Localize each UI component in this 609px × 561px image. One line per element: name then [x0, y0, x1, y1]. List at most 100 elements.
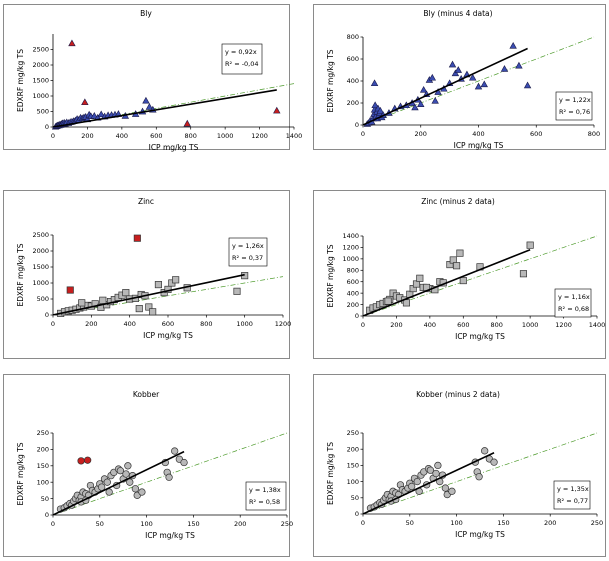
chart-6: Kobber (minus 2 data) 0 50 100 150 200 250 0 50 1… — [326, 390, 603, 539]
data-point — [432, 469, 440, 478]
y-tick-label: 0 — [45, 511, 49, 519]
regression-equation: y = 1,35x — [557, 485, 589, 493]
data-point — [453, 262, 461, 270]
x-tick-label: 100 — [140, 520, 152, 528]
data-point — [370, 79, 379, 87]
y-tick-label: 800 — [347, 266, 359, 274]
chart-panel-zinc-minus-2 — [313, 190, 606, 359]
x-tick-label: 600 — [457, 321, 469, 329]
equation-box — [245, 481, 287, 511]
chart-title: Kobber (minus 2 data) — [416, 390, 500, 399]
data-point — [481, 447, 489, 455]
x-tick-label: 0 — [361, 130, 365, 138]
data-point — [154, 281, 162, 289]
y-tick-label: 600 — [347, 278, 359, 286]
x-tick-label: 150 — [187, 520, 199, 528]
chart-5: Kobber 0 50 100 150 200 250 0 50 100 150 200 250 ICP … — [16, 390, 293, 540]
data-point — [413, 477, 421, 486]
reference-line-1to1 — [53, 276, 284, 315]
x-axis-label: ICP mg/kg TS — [143, 331, 193, 340]
x-tick-label: 0 — [361, 519, 365, 527]
regression-equation: y = 1,22x — [559, 96, 591, 104]
data-point — [97, 110, 105, 118]
data-point — [98, 483, 106, 491]
x-tick-label: 50 — [406, 519, 414, 527]
x-tick-label: 200 — [390, 321, 402, 329]
data-point — [99, 296, 107, 304]
data-point — [402, 299, 411, 307]
x-tick-label: 0 — [51, 132, 55, 140]
y-tick-label: 2500 — [32, 46, 49, 54]
data-point — [459, 277, 467, 285]
regression-line — [363, 452, 495, 514]
equation-box — [554, 288, 592, 318]
data-point — [180, 458, 188, 467]
y-tick-label: 150 — [347, 462, 359, 470]
regression-equation: y = 1,16x — [558, 293, 590, 301]
chart-4: Zinc (minus 2 data) 0 200 400 600 800 1000 1200… — [326, 197, 605, 341]
y-tick-label: 0 — [45, 311, 49, 319]
data-point — [490, 458, 498, 466]
x-tick-label: 600 — [530, 130, 542, 138]
data-point — [145, 303, 153, 311]
data-point — [376, 106, 385, 114]
data-point — [124, 462, 132, 470]
y-tick-label: 0 — [45, 123, 49, 131]
y-axis-label: EDXRF mg/kg TS — [326, 244, 335, 307]
data-point — [526, 241, 534, 249]
y-tick-label: 200 — [347, 99, 359, 107]
data-point — [441, 484, 450, 492]
y-axis-label: EDXRF mg/kg TS — [16, 49, 25, 112]
data-point — [78, 299, 86, 307]
chart-title: Bly (minus 4 data) — [423, 9, 492, 18]
chart-panel-bly-minus-4 — [313, 4, 606, 150]
data-point — [515, 61, 523, 69]
equation-box — [228, 237, 268, 267]
r-squared: R² = 0,77 — [557, 497, 588, 505]
y-tick-label: 400 — [347, 289, 359, 297]
x-tick-label: 0 — [51, 520, 55, 528]
outlier-point — [273, 106, 281, 114]
x-axis-label: ICP mg/kg TS — [455, 530, 505, 539]
data-point — [475, 473, 483, 481]
chart-title: Zinc (minus 2 data) — [421, 197, 495, 206]
y-tick-label: 0 — [355, 121, 359, 129]
regression-line — [363, 248, 531, 316]
outlier-point — [68, 39, 76, 47]
outlier-point — [83, 456, 92, 464]
y-tick-label: 2500 — [32, 231, 49, 239]
data-point — [434, 461, 442, 470]
x-tick-label: 800 — [185, 132, 197, 140]
y-tick-label: 0 — [355, 312, 359, 320]
x-tick-label: 200 — [415, 130, 427, 138]
y-tick-label: 1000 — [32, 92, 49, 100]
data-point — [509, 41, 517, 49]
regression-line — [53, 89, 277, 127]
x-tick-label: 800 — [588, 130, 600, 138]
data-point — [417, 100, 425, 107]
equation-box — [555, 91, 593, 121]
x-tick-label: 1000 — [236, 320, 253, 328]
x-tick-label: 1200 — [555, 321, 572, 329]
x-tick-label: 200 — [544, 519, 556, 527]
data-point — [416, 274, 424, 282]
y-axis-label: EDXRF mg/kg TS — [326, 49, 335, 112]
data-point — [431, 286, 439, 294]
chart-panel-bly — [3, 4, 290, 150]
y-tick-label: 200 — [347, 445, 359, 453]
chart-2: Bly (minus 4 data) 0 200 400 600 800 0 200 400 60… — [326, 9, 600, 150]
x-tick-label: 400 — [123, 320, 135, 328]
data-point — [116, 467, 125, 475]
data-point — [469, 73, 477, 81]
chart-title: Zinc — [138, 197, 154, 206]
data-point — [171, 447, 179, 455]
y-tick-label: 400 — [347, 77, 359, 85]
regression-equation: y = 1,26x — [232, 242, 264, 250]
regression-line — [53, 273, 245, 315]
data-point — [408, 482, 416, 491]
data-point — [165, 473, 173, 481]
data-point — [145, 103, 154, 110]
regression-line — [53, 450, 185, 515]
data-point — [135, 305, 143, 313]
data-point — [448, 487, 456, 495]
